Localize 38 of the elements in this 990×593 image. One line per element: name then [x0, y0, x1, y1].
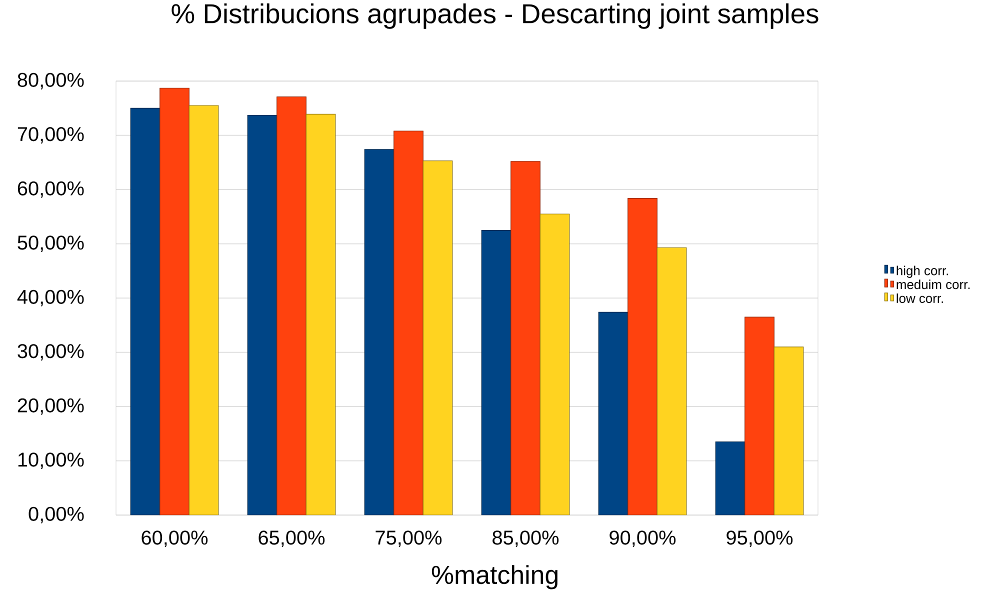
- x-tick-label: 85,00%: [492, 530, 559, 548]
- bar: [160, 88, 190, 516]
- legend-label: meduim corr.: [896, 280, 970, 290]
- legend-label: low corr.: [896, 294, 943, 304]
- bar: [422, 160, 453, 516]
- y-tick-label: 70,00%: [18, 127, 84, 144]
- x-tick-label: 90,00%: [610, 530, 676, 548]
- legend-label: high corr.: [896, 266, 948, 278]
- x-tick-label: 60,00%: [142, 530, 208, 548]
- y-tick-label: 0,00%: [28, 507, 84, 524]
- bar: [656, 248, 687, 516]
- bar: [774, 346, 804, 516]
- bar: [744, 317, 774, 516]
- y-tick-label: 30,00%: [18, 344, 84, 361]
- y-tick-label: 20,00%: [18, 398, 84, 416]
- bar: [598, 312, 628, 516]
- bar: [715, 442, 746, 516]
- y-tick-label: 40,00%: [17, 290, 84, 307]
- bar: [306, 114, 336, 516]
- y-tick-label: 60,00%: [18, 182, 84, 198]
- y-tick-label: 80,00%: [18, 73, 84, 90]
- bar: [481, 230, 512, 516]
- bar: [394, 130, 424, 516]
- chart-title: % Distribucions agrupades - Descarting joint samples: [172, 4, 818, 30]
- bar: [510, 161, 540, 516]
- x-tick-label: 65,00%: [258, 530, 325, 548]
- x-tick-label: 95,00%: [726, 530, 793, 548]
- bar: [628, 198, 658, 516]
- bar: [247, 115, 278, 516]
- y-tick-label: 50,00%: [18, 236, 84, 252]
- bar: [540, 214, 570, 516]
- bar: [130, 108, 160, 516]
- y-tick-label: 10,00%: [18, 452, 84, 470]
- bar: [188, 105, 219, 516]
- bar: [276, 96, 306, 516]
- x-tick-label: 75,00%: [376, 530, 442, 548]
- x-axis-title: %matching: [432, 565, 558, 590]
- bar: [364, 149, 394, 516]
